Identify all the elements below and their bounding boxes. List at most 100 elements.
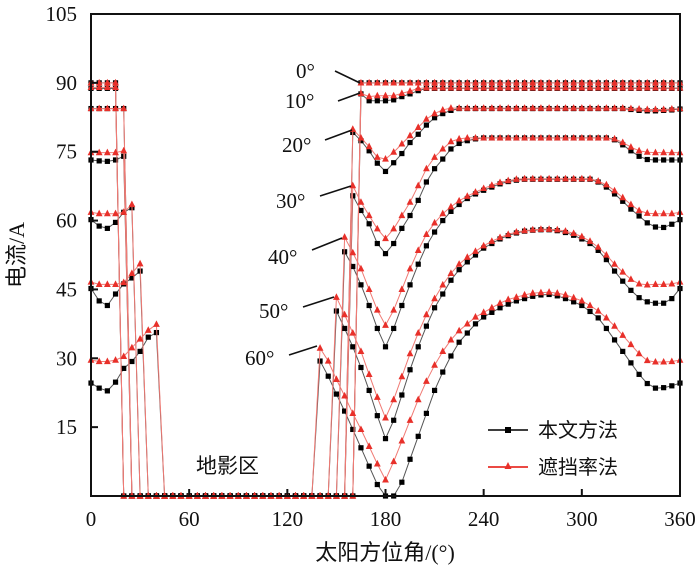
data-point (121, 365, 127, 371)
data-point (414, 329, 422, 336)
data-point (463, 83, 471, 91)
data-point (496, 83, 504, 91)
data-point (324, 357, 332, 364)
data-point (423, 410, 430, 416)
data-point (627, 143, 635, 150)
data-point (644, 220, 650, 226)
data-point (594, 177, 602, 184)
data-point (496, 78, 504, 86)
data-point (390, 148, 398, 155)
data-point (480, 308, 488, 315)
data-point (407, 91, 413, 97)
data-point (562, 227, 569, 234)
data-point (447, 335, 455, 343)
data-point (415, 433, 421, 439)
data-point (357, 425, 365, 433)
data-point (488, 303, 496, 311)
data-point (95, 83, 103, 91)
data-point (529, 174, 537, 182)
data-point (357, 347, 365, 354)
data-point (529, 104, 537, 111)
data-point (661, 300, 667, 306)
data-point (357, 133, 365, 141)
data-point (358, 207, 364, 214)
data-point (521, 296, 528, 302)
data-point (95, 357, 103, 365)
data-point (399, 392, 405, 398)
data-point (414, 123, 422, 130)
data-point (578, 133, 586, 141)
data-point (448, 353, 454, 359)
data-point (439, 347, 447, 354)
data-point (112, 157, 119, 163)
data-point (390, 91, 398, 99)
data-point (463, 319, 471, 327)
y-tick-label: 105 (46, 2, 78, 26)
data-point (668, 279, 676, 287)
data-point (448, 146, 454, 152)
data-point (358, 138, 364, 144)
data-point (112, 379, 119, 385)
x-tick-label: 60 (179, 507, 200, 531)
data-point (504, 78, 512, 86)
data-point (644, 299, 650, 305)
data-point (358, 445, 364, 451)
data-point (545, 83, 553, 91)
data-point (620, 348, 626, 354)
data-point (431, 387, 438, 394)
data-point (341, 233, 348, 240)
data-point (586, 104, 594, 111)
data-point (399, 94, 405, 100)
data-point (112, 104, 119, 112)
data-point (455, 134, 463, 142)
y-tick-label: 30 (56, 346, 77, 370)
data-point (431, 294, 438, 302)
data-point (488, 83, 496, 91)
data-point (578, 83, 586, 91)
angle-label-10: 10° (285, 89, 314, 113)
data-point (373, 459, 381, 467)
data-point (570, 174, 578, 182)
data-point (611, 191, 618, 197)
data-point (504, 104, 512, 111)
data-point (399, 225, 405, 231)
data-point (537, 288, 545, 296)
data-point (423, 310, 430, 318)
data-point (382, 155, 389, 162)
data-point (635, 206, 643, 214)
data-point (537, 225, 545, 232)
data-point (562, 290, 569, 298)
data-point (423, 377, 430, 384)
leader-line-40 (311, 237, 343, 251)
data-point (570, 78, 578, 86)
data-point (96, 223, 102, 229)
data-point (619, 267, 627, 275)
data-point (358, 282, 364, 288)
data-point (398, 211, 406, 219)
data-point (415, 261, 421, 267)
data-point (521, 290, 528, 298)
data-point (497, 305, 503, 311)
data-point (628, 206, 634, 212)
data-point (586, 133, 594, 141)
data-point (112, 291, 119, 297)
angle-label-50: 50° (259, 299, 288, 323)
data-point (455, 83, 463, 91)
data-point (103, 357, 111, 365)
data-point (366, 387, 372, 394)
leader-line-50 (302, 296, 335, 308)
legend-label-proposed: 本文方法 (538, 419, 618, 442)
data-point (120, 352, 128, 360)
data-point (382, 344, 389, 350)
data-point (431, 229, 438, 235)
data-point (382, 251, 389, 257)
data-point (660, 78, 668, 86)
data-point (562, 78, 569, 86)
data-point (668, 83, 676, 91)
data-point (447, 78, 455, 86)
data-point (112, 280, 119, 287)
data-point (545, 288, 553, 295)
data-point (594, 133, 602, 141)
data-point (95, 209, 103, 217)
data-point (407, 139, 413, 146)
